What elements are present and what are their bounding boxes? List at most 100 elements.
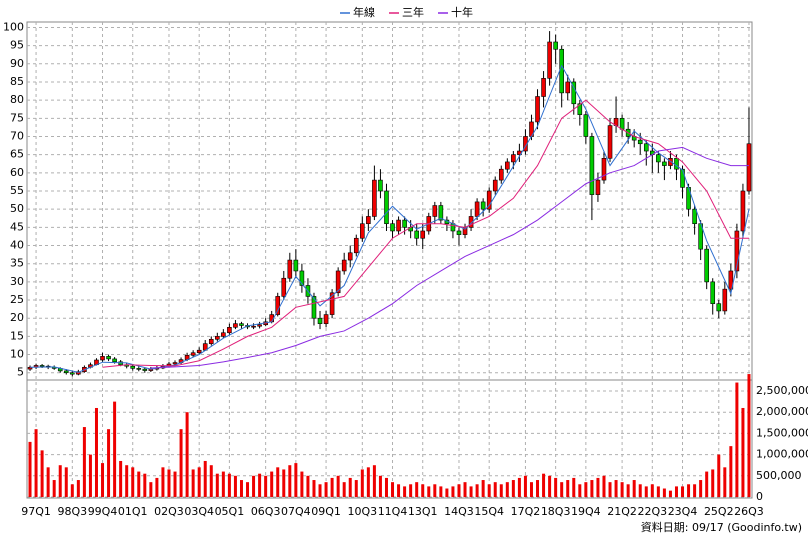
candle-body — [571, 81, 577, 105]
volume-bar — [252, 475, 256, 497]
volume-bar — [28, 441, 32, 497]
y-tick-label: 5 — [17, 366, 24, 379]
x-tick-label: 25Q2 — [704, 505, 734, 518]
candle-body — [360, 223, 365, 239]
volume-bar — [457, 484, 461, 497]
x-tick-label: 13Q1 — [408, 505, 438, 518]
volume-bar — [638, 484, 642, 497]
candle-body — [607, 125, 613, 159]
volume-bar — [191, 469, 195, 497]
candle-body — [227, 326, 232, 334]
candle-body — [643, 143, 649, 152]
candle-body — [233, 323, 238, 328]
volume-bar — [445, 488, 449, 497]
volume-bar — [499, 484, 503, 497]
candle-body — [486, 190, 492, 210]
candle-body — [190, 352, 196, 356]
volume-bar — [735, 382, 739, 497]
candle-body — [239, 323, 244, 326]
candle-body — [456, 230, 462, 235]
x-tick-label: 99Q4 — [88, 505, 118, 518]
candle-body — [215, 336, 220, 340]
volume-bar — [209, 465, 213, 497]
volume-bar — [626, 484, 630, 497]
volume-bar — [107, 429, 111, 497]
x-tick-label: 14Q3 — [444, 505, 474, 518]
volume-bar — [324, 482, 328, 497]
candle-body — [63, 370, 69, 374]
volume-bar — [179, 429, 183, 497]
x-tick-label: 23Q4 — [668, 505, 698, 518]
y-tick-label: 15 — [10, 329, 24, 342]
candle-body — [136, 368, 142, 370]
volume-bar — [342, 482, 346, 497]
candle-body — [257, 324, 262, 327]
candle-body — [281, 277, 287, 297]
x-tick-label: 26Q3 — [734, 505, 764, 518]
candle-body — [293, 259, 299, 272]
volume-bar — [76, 480, 80, 497]
candle-body — [674, 157, 679, 170]
volume-bar — [82, 427, 86, 497]
candle-body — [746, 143, 752, 192]
volume-bar — [366, 467, 370, 497]
candle-body — [366, 216, 371, 225]
volume-bar — [185, 412, 189, 497]
legend-label: 十年 — [451, 5, 473, 19]
volume-bar — [481, 480, 485, 497]
candle-body — [692, 208, 697, 225]
volume-bar — [572, 477, 576, 497]
volume-bar — [137, 471, 141, 497]
volume-bar — [167, 469, 171, 497]
volume-bar — [662, 488, 666, 497]
candle-body — [577, 103, 583, 115]
candle-body — [130, 365, 136, 369]
candle-body — [112, 358, 117, 363]
candle-body — [323, 314, 329, 324]
candle-body — [347, 252, 353, 261]
y-tick-label: 20 — [10, 311, 24, 324]
volume-bar — [584, 482, 588, 497]
volume-bar — [288, 465, 292, 497]
x-tick-label: 11Q4 — [378, 505, 408, 518]
volume-bar — [511, 480, 515, 497]
candle-body — [728, 270, 734, 290]
volume-bar — [747, 374, 751, 497]
volume-bar — [409, 484, 413, 497]
volume-bar — [536, 480, 540, 497]
volume-bar — [415, 482, 419, 497]
candle-body — [172, 362, 178, 365]
volume-bar — [469, 486, 473, 497]
y-tick-label: 40 — [10, 239, 24, 252]
volume-bar — [505, 482, 509, 497]
volume-bar — [306, 475, 310, 497]
candle-body — [734, 230, 740, 272]
candle-body — [311, 296, 317, 319]
volume-bar — [348, 477, 352, 497]
volume-bar — [221, 471, 225, 497]
x-tick-label: 21Q2 — [607, 505, 637, 518]
candle-body — [221, 332, 226, 337]
candle-body — [601, 157, 607, 181]
y-tick-label: 30 — [10, 275, 24, 288]
candle-body — [438, 205, 444, 221]
candle-body — [559, 48, 564, 94]
plot-frame — [26, 21, 753, 499]
x-tick-label: 19Q4 — [571, 505, 601, 518]
candle-body — [480, 201, 486, 210]
volume-bar — [681, 486, 685, 497]
candle-body — [196, 349, 202, 354]
volume-bar — [94, 407, 98, 497]
y-tick-label: 100 — [3, 20, 24, 33]
volume-bar — [687, 484, 691, 497]
volume-bar — [554, 477, 558, 497]
candle-body — [287, 259, 293, 279]
volume-bar — [354, 480, 358, 497]
y2-tick-label: 2,000,000 — [756, 405, 808, 418]
candle-body — [595, 179, 601, 195]
volume-bar — [330, 477, 334, 497]
volume-bar — [699, 480, 703, 497]
volume-bar — [282, 469, 286, 497]
x-tick-label: 06Q3 — [251, 505, 281, 518]
